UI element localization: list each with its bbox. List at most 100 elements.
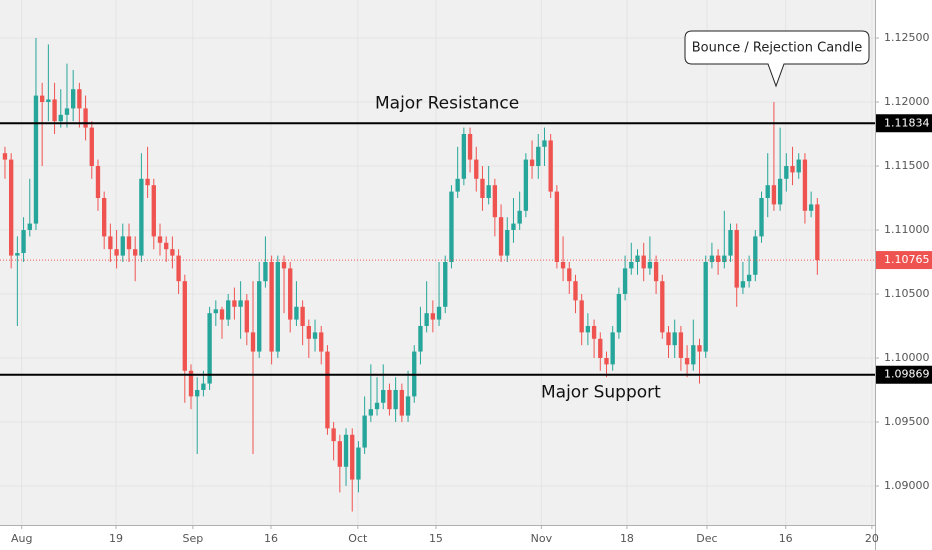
candle-body <box>312 332 318 339</box>
x-tick-label: Sep <box>182 532 203 545</box>
candle-body <box>263 261 268 282</box>
candle-body <box>449 191 454 262</box>
candle-body <box>567 268 572 282</box>
candle-body <box>213 309 218 314</box>
candle-body <box>635 255 640 262</box>
candle-body <box>418 325 423 352</box>
y-tick-label: 1.09500 <box>884 415 930 428</box>
level-price-label: 1.09869 <box>884 368 930 381</box>
candle-body <box>697 345 702 352</box>
candle-body <box>474 159 479 179</box>
candle-body <box>722 255 727 262</box>
overlay: 1.10765 1.11834 Major Resistance 1.09869 Maj… <box>0 93 932 403</box>
level-price-label: 1.11834 <box>884 116 930 129</box>
candle-body <box>443 261 448 307</box>
time-axis <box>0 525 875 550</box>
candle-body <box>598 338 603 358</box>
candle-body <box>579 300 584 333</box>
candle-body <box>64 108 70 115</box>
candle-body <box>77 89 82 109</box>
candle-body <box>232 300 237 307</box>
candle-body <box>604 357 609 365</box>
candle-body <box>715 255 721 262</box>
candle-body <box>498 217 504 256</box>
level-name: Major Resistance <box>375 93 519 113</box>
price-axis <box>875 0 932 550</box>
candle-body <box>759 197 764 237</box>
candle-body <box>58 114 63 122</box>
candle-body <box>734 229 739 288</box>
x-tick-label: 18 <box>620 532 634 545</box>
candle-body <box>170 249 175 256</box>
candle-body <box>238 300 243 307</box>
level-badge <box>876 114 932 133</box>
candle-body <box>461 134 467 179</box>
candles <box>2 38 820 512</box>
candle-body <box>430 313 436 320</box>
candle-body <box>815 204 820 261</box>
x-tick-label: 16 <box>264 532 278 545</box>
candle-body <box>275 261 280 352</box>
level-badge <box>876 365 932 384</box>
candle-body <box>629 261 634 269</box>
candle-body <box>796 159 801 173</box>
candle-body <box>269 261 274 352</box>
candle-body <box>151 185 156 237</box>
candle-body <box>164 242 169 250</box>
x-tick-label: Dec <box>696 532 717 545</box>
candle-body <box>207 313 212 384</box>
candle-body <box>616 293 622 333</box>
candle-body <box>368 409 374 416</box>
candle-body <box>647 261 653 269</box>
candle-body <box>306 325 311 339</box>
candle-body <box>356 447 361 480</box>
candle-body <box>319 332 324 352</box>
x-tick-label: Aug <box>11 532 32 545</box>
candle-body <box>39 95 45 103</box>
candle-body <box>157 236 163 243</box>
candle-body <box>343 434 349 467</box>
candle-body <box>89 127 94 166</box>
candle-body <box>145 178 150 186</box>
y-tick-label: 1.10500 <box>884 287 930 300</box>
candle-body <box>672 332 677 346</box>
x-tick-label: 16 <box>779 532 793 545</box>
candle-body <box>455 178 460 192</box>
candle-body <box>424 313 429 326</box>
candle-body <box>585 325 591 333</box>
candle-body <box>8 159 14 256</box>
candle-body <box>350 434 355 480</box>
candle-body <box>381 389 386 403</box>
candle-body <box>684 357 690 365</box>
candle-body <box>201 383 206 390</box>
candle-body <box>294 306 299 320</box>
candle-body <box>610 332 615 365</box>
candle-body <box>195 389 200 397</box>
y-tick-label: 1.11000 <box>884 223 930 236</box>
candle-body <box>691 345 696 365</box>
candle-body <box>405 396 411 416</box>
x-tick-label: Nov <box>531 532 553 545</box>
candle-body <box>542 140 547 147</box>
candle-body <box>784 165 789 179</box>
candle-body <box>666 332 671 346</box>
candle-body <box>480 178 485 198</box>
candle-body <box>523 159 529 211</box>
candle-body <box>288 268 293 320</box>
candle-body <box>653 261 659 282</box>
y-tick-label: 1.09000 <box>884 479 930 492</box>
candle-body <box>337 441 343 467</box>
candle-body <box>71 89 76 109</box>
annotation-text: Bounce / Rejection Candle <box>692 41 863 56</box>
candle-body <box>219 309 225 320</box>
candle-body <box>52 99 57 122</box>
candle-body <box>790 165 795 173</box>
candle-body <box>182 281 187 371</box>
candle-body <box>436 306 442 320</box>
candle-body <box>536 146 541 166</box>
candle-body <box>33 95 39 224</box>
candle-body <box>2 153 8 160</box>
x-tick-label: 20 <box>865 532 879 545</box>
candle-body <box>331 428 336 442</box>
candle-body <box>808 204 814 211</box>
